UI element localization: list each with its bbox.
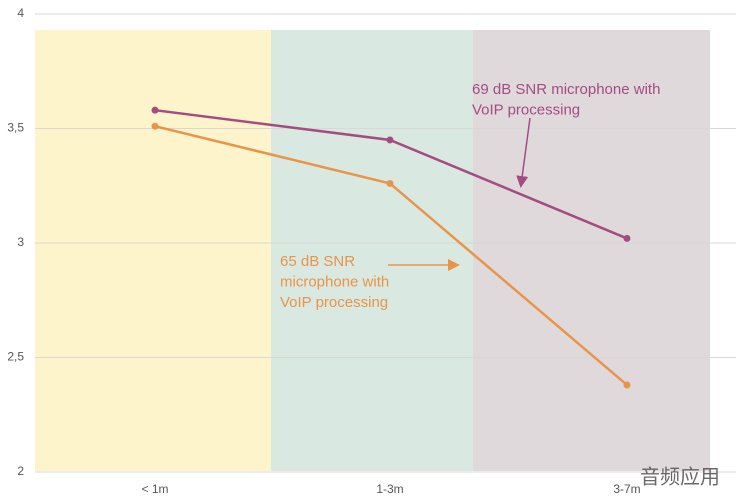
point xyxy=(151,122,159,130)
point xyxy=(151,106,159,114)
annotation: microphone with xyxy=(280,273,389,290)
annotation: VoIP processing xyxy=(472,101,580,118)
x-tick-label: 1-3m xyxy=(376,482,403,496)
y-tick-label: 3 xyxy=(17,235,24,249)
x-tick-label: < 1m xyxy=(141,482,168,496)
point xyxy=(623,381,631,389)
band-near xyxy=(35,30,271,471)
point xyxy=(386,179,394,187)
x-tick-label: 3-7m xyxy=(613,482,640,496)
y-tick-label: 3,5 xyxy=(7,121,24,135)
arrow xyxy=(516,117,531,188)
annotation: 69 dB SNR microphone with xyxy=(472,81,660,98)
annotation: 65 dB SNR xyxy=(280,253,355,270)
y-tick-label: 4 xyxy=(17,6,24,20)
point xyxy=(386,136,394,144)
point xyxy=(623,234,631,242)
y-tick-label: 2 xyxy=(17,464,24,478)
band-mid xyxy=(271,30,473,471)
y-tick-label: 2,5 xyxy=(7,350,24,364)
band-far xyxy=(473,30,710,471)
watermark: 音频应用 xyxy=(640,465,720,488)
annotation: VoIP processing xyxy=(280,294,388,311)
